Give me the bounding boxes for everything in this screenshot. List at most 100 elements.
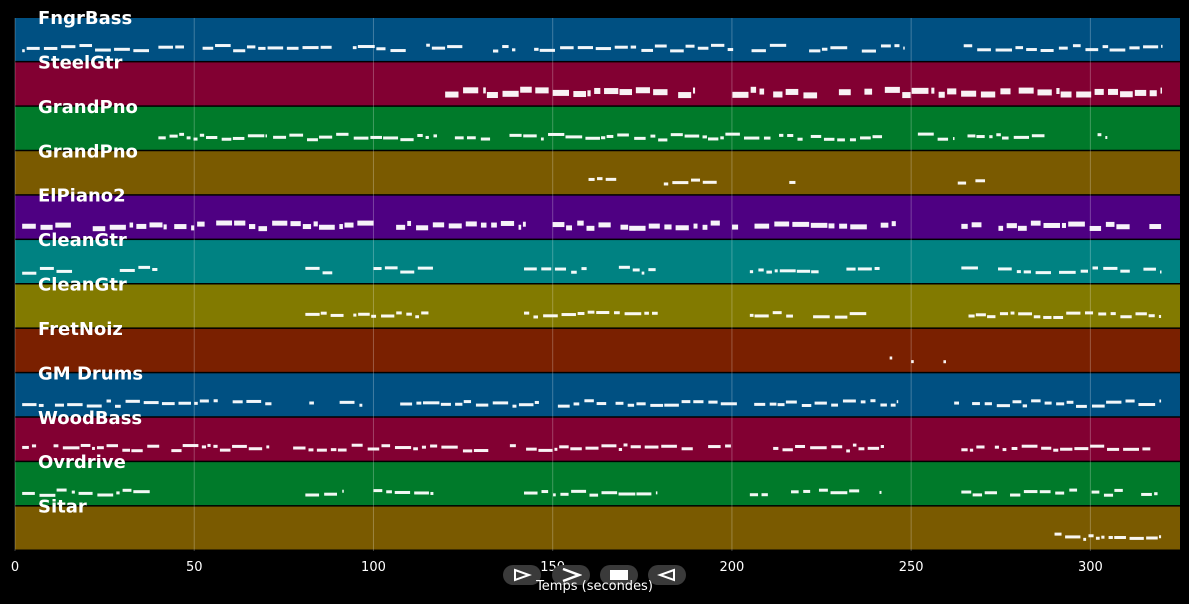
note-bar [652,311,658,315]
note-bar [171,449,182,453]
note-bar [803,489,811,493]
note-bar [1035,271,1051,275]
play-icon-button[interactable] [503,565,541,585]
note-bar [273,135,287,139]
note-bar [534,400,539,404]
note-bar [178,401,191,405]
track-name: Ovrdrive [38,452,126,473]
note-bar [480,137,491,141]
note-bar [1006,223,1017,229]
note-bar [381,444,391,448]
note-bar [359,403,363,407]
note-bar [416,225,429,231]
note-bar [779,269,796,273]
note-bar [330,448,337,452]
note-bar [307,138,318,142]
note-bar [246,399,262,403]
note-bar [43,46,58,50]
note-bar [984,491,997,495]
note-bar [785,400,797,404]
note-bar [1084,311,1094,315]
track-name: CleanGtr [38,275,127,296]
note-bar [894,44,900,48]
note-bar [213,399,218,403]
note-bar [874,266,880,270]
note-bar [766,270,772,274]
note-bar [320,45,332,49]
note-bar [961,223,968,229]
note-bar [169,134,178,138]
track-lane [15,506,1180,550]
note-bar [636,402,646,406]
note-bar [207,443,211,447]
note-bar [1023,490,1038,494]
note-bar [1031,134,1045,138]
note-bar [749,313,754,317]
note-bar [92,446,95,450]
note-bar [577,220,584,226]
note-bar [316,448,327,452]
note-bar [342,489,344,493]
note-bar [880,222,889,228]
note-bar [534,47,539,51]
note-bar [1066,311,1081,315]
stop-button[interactable] [600,565,638,585]
note-bar [702,135,707,139]
forward-button[interactable] [552,565,590,585]
note-bar [861,49,876,53]
note-bar [980,91,996,98]
note-bar [653,89,668,96]
note-bar [961,448,968,452]
note-bar [147,444,160,448]
note-bar [1058,46,1068,50]
track-lane [15,373,1180,417]
note-bar [630,445,641,449]
note-bar [371,314,377,318]
note-bar [1148,314,1155,318]
note-bar [407,220,412,226]
note-bar [708,137,719,141]
note-bar [1037,89,1052,96]
note-bar [1061,222,1066,228]
note-bar [552,222,565,228]
note-bar [857,267,872,271]
note-bar [641,48,654,52]
note-bar [810,134,822,138]
note-bar [560,492,569,496]
note-bar [518,403,534,407]
note-bar [400,270,415,274]
note-bar [138,265,151,269]
note-bar [557,404,570,408]
note-bar [837,138,845,142]
note-bar [961,266,978,270]
note-bar [880,44,891,48]
note-bar [584,399,594,403]
note-bar [136,223,147,229]
note-bar [601,491,618,495]
note-bar [565,135,583,139]
note-bar [324,492,338,496]
note-bar [860,400,866,404]
note-bar [1141,492,1152,496]
note-bar [1154,492,1158,496]
note-bar [336,132,349,136]
note-bar [957,181,967,185]
note-bar [158,136,166,140]
note-bar [1116,224,1130,230]
note-bar [989,135,993,139]
note-bar [524,311,530,315]
note-bar [122,448,131,452]
rewind-button[interactable] [648,565,686,585]
note-bar [831,445,843,449]
note-bar [620,224,629,230]
note-bar [727,48,734,52]
note-bar [1103,493,1114,497]
note-bar [1065,535,1081,539]
note-bar [1022,404,1028,408]
note-bar [1123,447,1140,451]
note-bar [1095,536,1100,540]
note-bar [116,491,120,495]
note-bar [623,443,628,447]
note-bar [215,44,231,48]
note-bar [396,311,402,315]
